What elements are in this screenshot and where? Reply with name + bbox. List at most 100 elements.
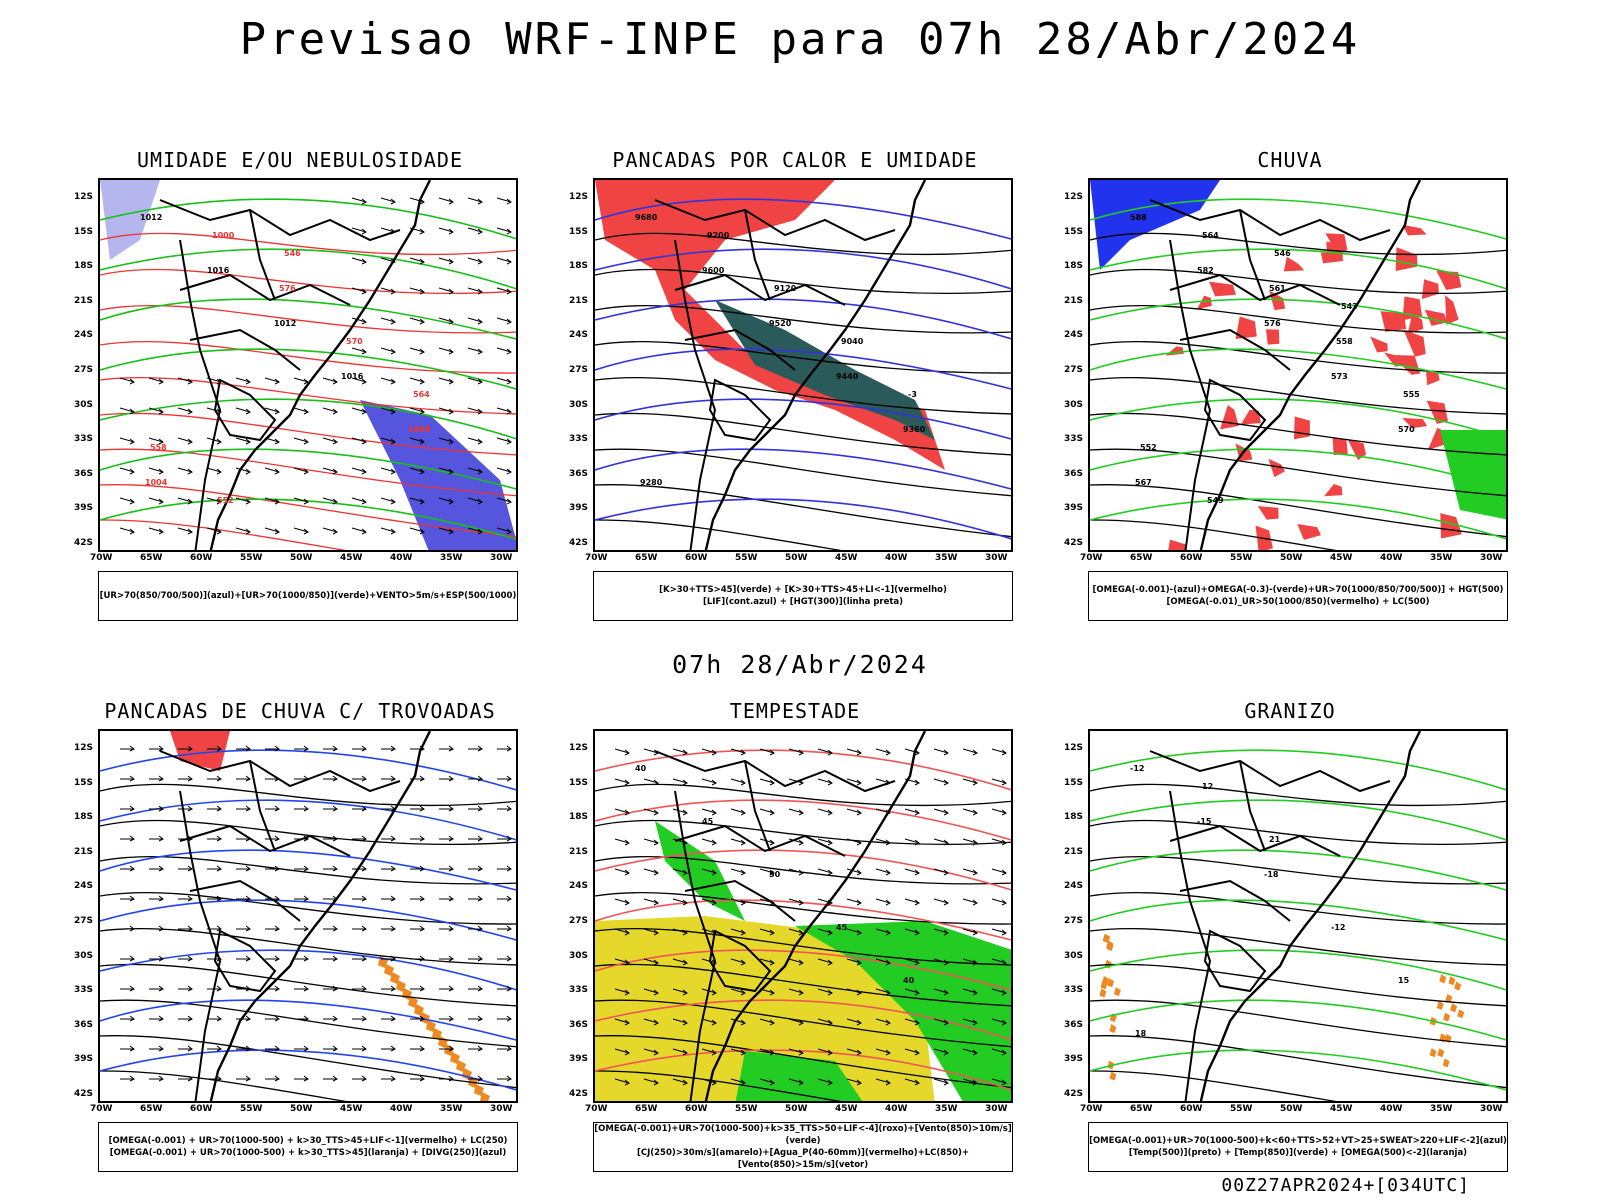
wind-vector — [323, 1075, 338, 1082]
wind-vector — [120, 775, 135, 782]
border-line — [249, 209, 276, 301]
wind-vector — [439, 745, 454, 752]
wind-vector — [120, 865, 135, 872]
lon-tick-label: 45W — [1330, 1104, 1353, 1114]
secondary-contour — [595, 448, 1011, 490]
wind-vector — [236, 1045, 251, 1052]
secondary-contour — [1090, 348, 1506, 390]
wind-vector — [120, 805, 135, 812]
shaded-region — [1380, 311, 1407, 332]
lat-tick-label: 24S — [74, 881, 94, 892]
wind-vector — [730, 898, 746, 906]
wind-vector — [380, 527, 396, 535]
lon-tick-label: 55W — [1230, 553, 1253, 563]
wind-vector — [380, 227, 396, 235]
contour-line — [595, 519, 842, 550]
wind-vector — [323, 805, 338, 812]
secondary-contour — [595, 298, 1011, 340]
wind-vector — [149, 775, 164, 782]
wind-vector — [846, 958, 862, 966]
border-line — [213, 929, 277, 993]
shaded-region — [1109, 1024, 1117, 1034]
wind-vector — [497, 895, 512, 902]
wind-vector — [904, 838, 920, 846]
wind-vector — [323, 1015, 338, 1022]
contour-label: 567 — [1135, 478, 1152, 487]
wind-vector — [120, 895, 135, 902]
wind-vector — [846, 898, 862, 906]
secondary-contour — [595, 348, 1011, 390]
shaded-region — [1255, 525, 1273, 550]
border-line — [654, 199, 896, 242]
wind-vector — [235, 497, 251, 505]
wind-vector — [380, 197, 396, 205]
wind-vector — [643, 1048, 659, 1056]
wind-vector — [759, 1078, 775, 1086]
wind-vector — [933, 1018, 949, 1026]
wind-vector — [294, 775, 309, 782]
contour-line — [1090, 1070, 1337, 1101]
border-line — [179, 790, 222, 1101]
secondary-contour — [100, 799, 516, 841]
lat-tick-label: 27S — [1064, 365, 1084, 375]
contour-line — [1090, 519, 1337, 550]
lat-tick-label: 24S — [569, 330, 589, 341]
wind-vector — [351, 197, 367, 205]
contour-line — [595, 999, 1011, 1048]
contour-line — [1090, 891, 1506, 925]
shaded-region — [1402, 418, 1428, 429]
wind-vector — [149, 985, 164, 992]
contour-line — [595, 856, 1011, 885]
wind-vector — [120, 985, 135, 992]
border-line — [179, 239, 222, 550]
secondary-contour — [595, 248, 1011, 290]
wind-vector — [904, 898, 920, 906]
wind-vector — [351, 497, 367, 505]
border-line — [159, 199, 401, 242]
wind-vector — [468, 985, 483, 992]
lon-tick-label: 50W — [785, 553, 808, 563]
wind-vector — [265, 835, 280, 842]
wind-vector — [439, 925, 454, 932]
contour-line — [100, 376, 516, 415]
forecast-time-label: 07h 28/Abr/2024 — [672, 650, 928, 679]
wind-vector — [119, 467, 135, 475]
wind-vector — [410, 1045, 425, 1052]
contour-label: 549 — [1207, 496, 1224, 505]
legend-line: [OMEGA(-0.001)+UR>70(1000-500)+k>35_TTS>… — [594, 1124, 1012, 1146]
wind-vector — [119, 527, 135, 535]
wind-vector — [119, 407, 135, 415]
map-chuva: 588 582 576 573 570 567 564 561 558 555 552 549 546 5… — [1088, 178, 1508, 552]
wind-vector — [817, 958, 833, 966]
wind-vector — [323, 745, 338, 752]
lat-tick-label: 21S — [569, 846, 589, 857]
secondary-contour — [1090, 899, 1506, 941]
wind-vector — [207, 955, 222, 962]
wind-vector — [701, 1078, 717, 1086]
wind-vector — [467, 407, 483, 415]
wind-vector — [962, 868, 978, 876]
shaded-region — [1297, 523, 1322, 540]
shaded-region — [474, 1084, 484, 1096]
wind-vector — [178, 925, 193, 932]
wind-vector — [672, 988, 688, 996]
wind-vector — [759, 1018, 775, 1026]
contour-line — [100, 1070, 347, 1101]
shaded-region — [420, 1012, 430, 1024]
wind-vector — [467, 467, 483, 475]
shaded-region — [1370, 336, 1388, 353]
wind-vector — [264, 497, 280, 505]
wind-vector — [730, 928, 746, 936]
wind-vector — [177, 407, 193, 415]
wind-vector — [788, 838, 804, 846]
wind-vector — [207, 775, 222, 782]
coastline — [1199, 180, 1422, 550]
lat-tick-label: 12S — [74, 743, 94, 753]
secondary-contour — [595, 1049, 1011, 1091]
contour-line — [100, 519, 347, 550]
legend-line: [OMEGA(-0.01)_UR>50(1000/850)(vermelho) … — [1166, 597, 1430, 607]
lat-tick-label: 21S — [74, 295, 94, 306]
wind-vector — [788, 958, 804, 966]
coastline — [1199, 731, 1422, 1101]
wind-vector — [817, 868, 833, 876]
